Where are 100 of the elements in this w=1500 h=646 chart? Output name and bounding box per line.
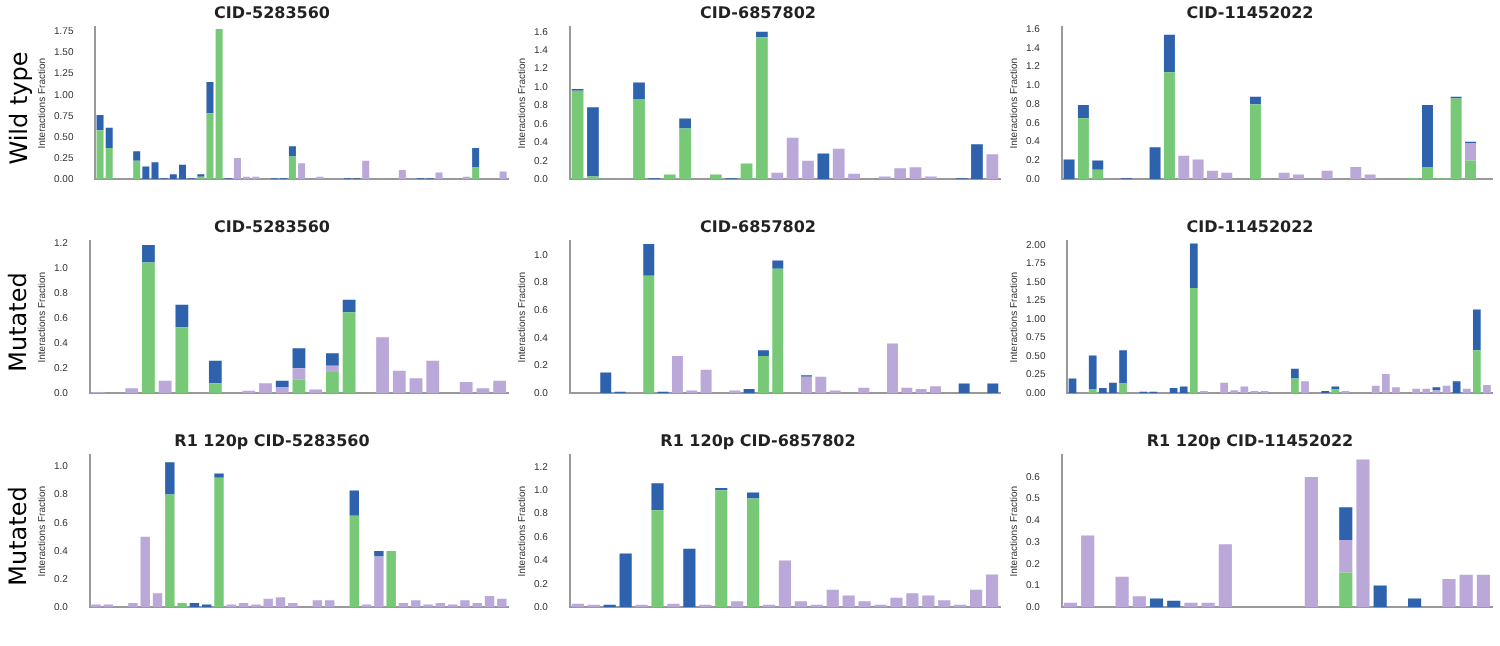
chart-title: CID-6857802 [700,3,816,22]
bar [142,244,155,263]
bar [1422,105,1433,168]
bar [349,515,359,608]
bar [349,490,359,516]
bar [1301,381,1309,394]
bar [731,601,744,608]
bar [1149,147,1161,180]
bar [1189,243,1198,288]
bar [1339,572,1353,608]
bar [633,82,645,100]
bar [326,365,339,373]
bar [142,262,155,394]
bar [1452,381,1461,394]
bar [683,548,696,608]
bar [651,510,664,608]
bar [757,350,769,356]
bar [292,348,306,369]
bar [587,107,599,177]
bar [756,37,768,180]
chart-title: CID-5283560 [214,217,331,236]
bar [1356,459,1370,608]
bar [374,550,384,557]
bar [275,380,289,387]
bar [459,382,473,394]
bar [985,574,999,608]
bar [1472,309,1481,351]
bar [1339,507,1353,540]
bar [376,337,389,394]
bar [206,82,214,114]
bar [133,160,141,180]
bar [1373,585,1387,608]
bar [1068,378,1077,394]
bar [1092,160,1104,170]
chart-title: R1 120p CID-5283560 [174,431,371,450]
bar [175,304,189,328]
bar [938,600,951,608]
bar [165,462,175,495]
bar [342,299,356,313]
bar [259,383,272,394]
bar [1063,159,1075,180]
text: Mutated [4,485,33,585]
bar [1249,104,1261,180]
bar [362,160,370,180]
bar [1119,383,1127,394]
bar [1249,96,1261,105]
bar [986,154,999,180]
bar [1218,544,1232,608]
text: Mutated [4,271,33,371]
bar [858,387,870,394]
bar [1163,72,1175,180]
chart-title: R1 120p CID-11452022 [1146,431,1354,450]
bar [756,31,768,38]
bar [1483,385,1491,394]
bar [643,275,655,394]
bar [472,147,480,168]
bar [1081,535,1095,608]
bar [426,360,440,394]
bar [208,383,222,394]
bar [409,378,423,394]
bar [1339,539,1353,573]
bar [1063,602,1078,608]
bar [499,171,507,180]
bar [1465,143,1476,161]
bar [1291,368,1299,379]
bar [971,144,983,180]
bar [1149,598,1164,608]
bar [1115,576,1129,608]
bar [987,383,999,394]
bar [1189,287,1198,394]
bar [1442,578,1456,608]
bar [476,388,490,394]
bar [288,146,296,157]
bar [1163,34,1175,73]
bar [1167,600,1181,608]
chart-title: CID-11452022 [1186,3,1314,22]
bar [392,370,406,394]
bar [435,172,443,180]
bar [288,156,296,180]
bar [1350,167,1362,180]
bar [771,172,784,180]
bar [817,153,830,180]
bar [326,353,339,366]
bar [1472,350,1481,394]
bar [633,99,645,180]
bar [398,169,406,180]
chart-title: CID-6857802 [700,217,816,236]
bar [619,553,632,608]
bar [715,490,728,608]
bar [1201,602,1215,608]
bar [1476,574,1490,608]
bar [175,327,189,394]
text: Wild type [4,50,33,164]
bar [292,368,306,380]
bar [298,163,306,180]
bar [1321,170,1333,180]
bar [125,388,139,394]
bar [1291,378,1299,394]
bar [747,498,760,608]
bar [275,386,289,394]
